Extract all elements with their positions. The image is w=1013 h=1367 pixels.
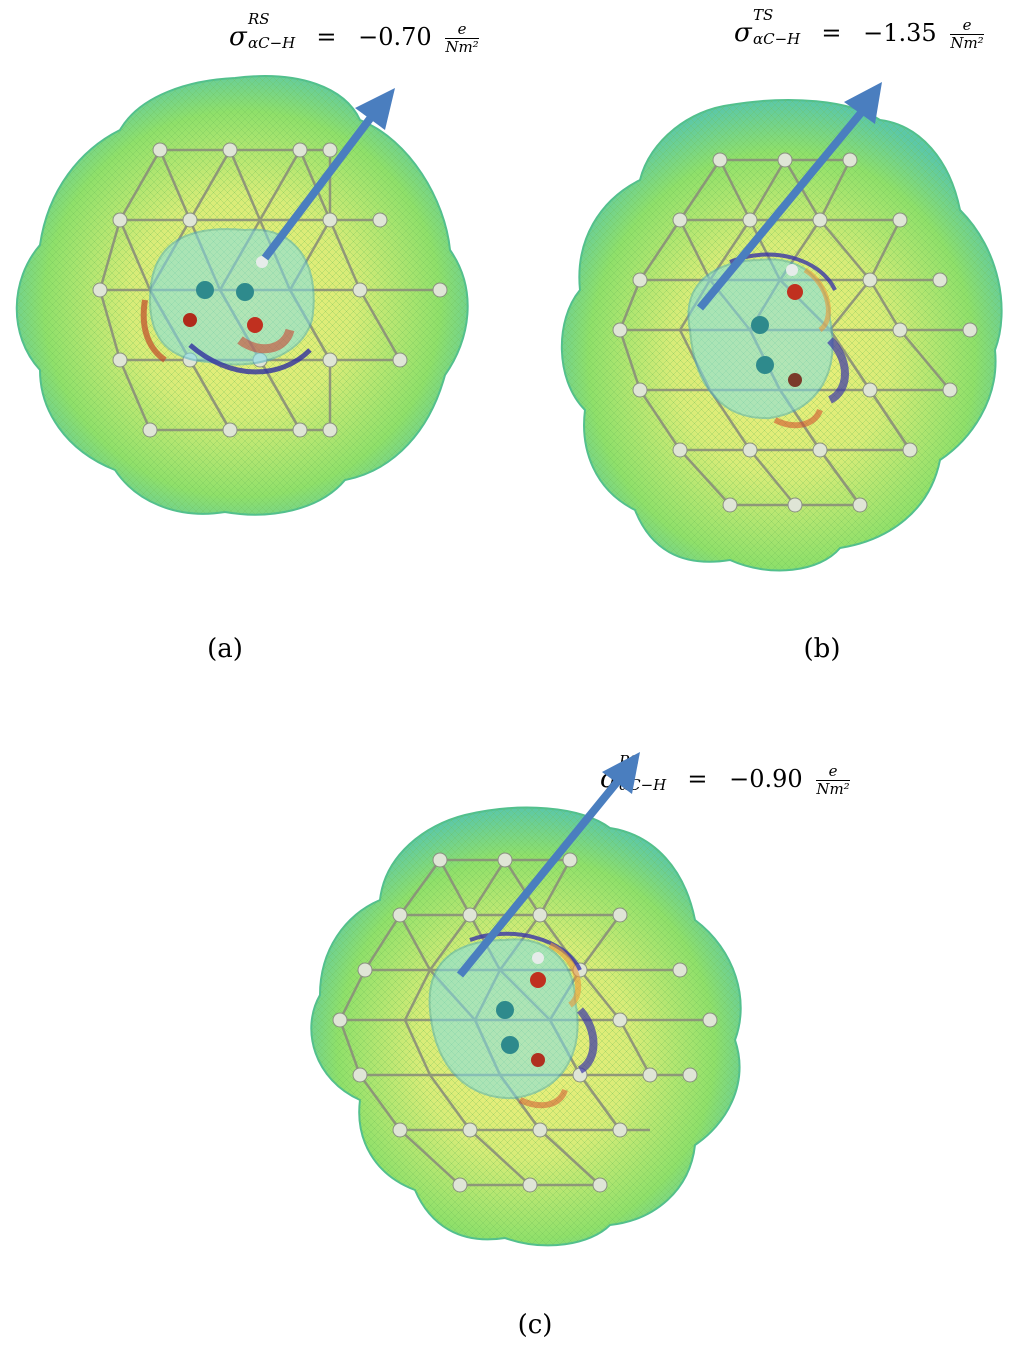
caption-a: (a) (207, 634, 243, 664)
unit-numerator: e (816, 764, 850, 781)
panel-a: σ RS αC−H = −0.70 e Nm² (0, 0, 480, 680)
formula-superscript: RS (248, 10, 270, 28)
adsorbate-molecule (687, 252, 849, 429)
formula-value: −1.35 (863, 19, 937, 47)
formula-subscript: αC−H (753, 30, 801, 48)
dipole-arrow (696, 82, 882, 311)
formula-superscript: TS (753, 6, 774, 24)
unit-fraction: e Nm² (445, 22, 479, 56)
unit-denominator: Nm² (816, 780, 850, 798)
equals-sign: = (821, 19, 842, 47)
unit-denominator: Nm² (445, 38, 479, 56)
formula-value: −0.70 (358, 23, 432, 51)
formula-a: σ RS αC−H = −0.70 e Nm² (229, 12, 479, 56)
caption-b: (b) (803, 634, 841, 664)
formula-value: −0.90 (729, 765, 803, 793)
formula-b: σ TS αC−H = −1.35 e Nm² (734, 8, 984, 52)
unit-denominator: Nm² (950, 34, 984, 52)
surface-render-b (560, 82, 1003, 572)
sigma-symbol: σ (229, 22, 247, 52)
sigma-symbol: σ (734, 18, 752, 48)
unit-numerator: e (445, 22, 479, 39)
adsorbate-molecule (140, 228, 315, 375)
adsorbate-molecule (428, 931, 598, 1109)
dipole-arrow (261, 88, 395, 261)
unit-fraction: e Nm² (950, 18, 984, 52)
surface-render-c (310, 752, 742, 1247)
unit-numerator: e (950, 18, 984, 35)
caption-c: (c) (517, 1310, 553, 1340)
equals-sign: = (687, 765, 708, 793)
panel-c: σ PS αC−H = −0.90 e Nm² (280, 740, 850, 1367)
equals-sign: = (316, 23, 337, 51)
unit-fraction: e Nm² (816, 764, 850, 798)
formula-subscript: αC−H (248, 34, 296, 52)
dipole-arrow (456, 752, 640, 978)
lattice-atoms (92, 142, 448, 438)
panel-b: σ TS αC−H = −1.35 e Nm² (530, 0, 1013, 680)
lattice-atoms (612, 152, 978, 513)
surface-render-a (15, 75, 469, 516)
